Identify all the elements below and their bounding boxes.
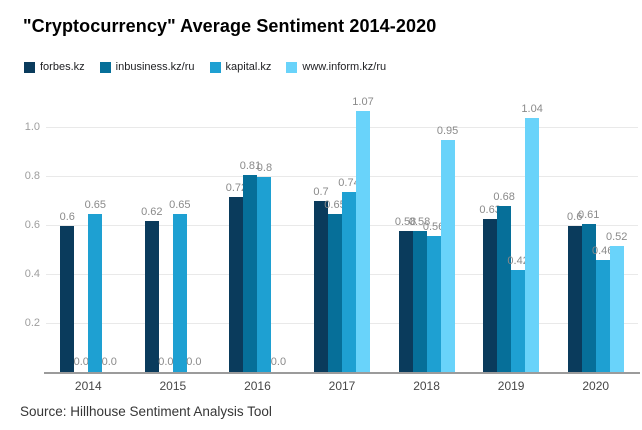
bar-value-label: 0.0 [73,356,89,368]
bar-group: 0.6 0.0 0.65 0.0 [59,100,117,373]
bar-value-label: 0.52 [605,231,628,243]
bar [356,111,370,373]
legend-label: inbusiness.kz/ru [115,61,195,73]
legend-swatch [209,61,221,73]
bar-value-label: 0.6 [59,211,75,223]
bar [328,214,342,373]
bar [243,175,258,373]
bar-value-label: 0.42 [507,255,529,267]
bar [314,201,328,373]
bar [398,231,413,373]
bar [483,219,498,373]
bar [497,206,512,373]
x-axis-tick-label: 2016 [244,379,271,393]
bar-value-label: 0.8 [256,162,273,174]
bar [342,192,356,373]
bar [440,140,455,373]
bar [412,231,427,373]
y-axis-tick-label: 1.0 [24,121,40,133]
gridline [46,127,638,128]
bar-value-label: 0.46 [591,245,614,257]
legend-item: inbusiness.kz/ru [99,61,195,73]
bar [426,236,441,373]
bar-group: 0.58 0.58 0.56 0.95 [395,100,459,373]
bar-group: 0.63 0.68 0.42 1.04 [479,100,543,373]
bar-value-label: 0.0 [186,356,202,368]
bar [229,197,244,373]
bar [511,270,526,373]
bar-value-label: 0.72 [225,182,248,194]
y-axis-tick-label: 0.6 [24,219,40,231]
gridline [46,176,638,177]
bar [144,221,159,373]
source-caption: Source: Hillhouse Sentiment Analysis Too… [20,404,272,419]
bar-group: 0.62 0.0 0.65 0.0 [141,100,202,373]
bar-value-label: 0.81 [239,160,262,172]
bar-value-label: 0.0 [158,356,174,368]
x-axis-tick-label: 2014 [74,379,102,393]
y-axis-tick-label: 0.4 [24,268,40,280]
y-axis-tick-label: 0.2 [24,317,40,329]
bar-value-label: 0.68 [493,191,515,203]
legend-item: forbes.kz [24,61,85,73]
x-axis-tick-label: 2018 [413,379,440,393]
legend-swatch [99,61,111,73]
bar-value-label: 0.6 [567,211,583,223]
bar-value-label: 0.65 [324,199,346,211]
bar [257,177,272,373]
legend-swatch [286,61,298,73]
bar [60,226,75,373]
x-axis-tick-label: 2020 [582,379,610,393]
bar-value-label: 0.65 [84,199,106,211]
legend-label: www.inform.kz/ru [302,61,387,73]
bar-group: 0.72 0.81 0.8 0.0 [225,100,287,373]
x-axis-tick-label: 2017 [328,379,356,393]
bar-value-label: 0.56 [422,221,445,233]
legend-item: www.inform.kz/ru [286,61,386,73]
bar-value-label: 0.74 [338,177,360,189]
plot-area: 0.6 0.0 0.65 0.0 0.62 0.0 0.65 0.0 0.72 0.81 0.8 0.… [44,96,640,374]
x-axis-tick-label: 2019 [497,379,525,393]
bar-value-label: 0.65 [169,199,191,211]
bar-value-label: 0.62 [141,206,163,218]
bar-value-label: 0.58 [394,216,417,228]
x-axis-line [44,372,640,374]
bar-value-label: 0.0 [101,356,117,368]
bar-value-label: 0.95 [436,125,459,137]
bar-value-label: 0.7 [313,186,329,198]
x-axis-tick-label: 2015 [159,379,187,393]
bar [595,260,610,373]
y-axis-tick-label: 0.8 [24,170,40,182]
bar [581,224,596,373]
bar-value-label: 1.04 [521,103,543,115]
bar [609,246,624,373]
bar-group: 0.6 0.61 0.46 0.52 [567,100,628,373]
bar [525,118,540,373]
bar-value-label: 1.07 [352,96,374,108]
bar [567,226,582,373]
legend-swatch [24,61,35,73]
chart-title: "Cryptocurrency" Average Sentiment 2014-… [23,16,437,36]
bar [172,214,187,373]
legend-label: forbes.kz [40,61,85,73]
bar-value-label: 0.63 [479,204,501,216]
bar [88,214,103,373]
bar-value-label: 0.0 [270,356,287,368]
legend-label: kapital.kz [225,61,272,73]
bar-value-label: 0.58 [408,216,431,228]
legend: forbes.kz inbusiness.kz/ru kapital.kz www.i… [24,61,386,73]
bar-group: 0.7 0.65 0.74 1.07 [313,96,374,373]
bar-value-label: 0.61 [577,209,600,221]
legend-item: kapital.kz [209,61,272,73]
